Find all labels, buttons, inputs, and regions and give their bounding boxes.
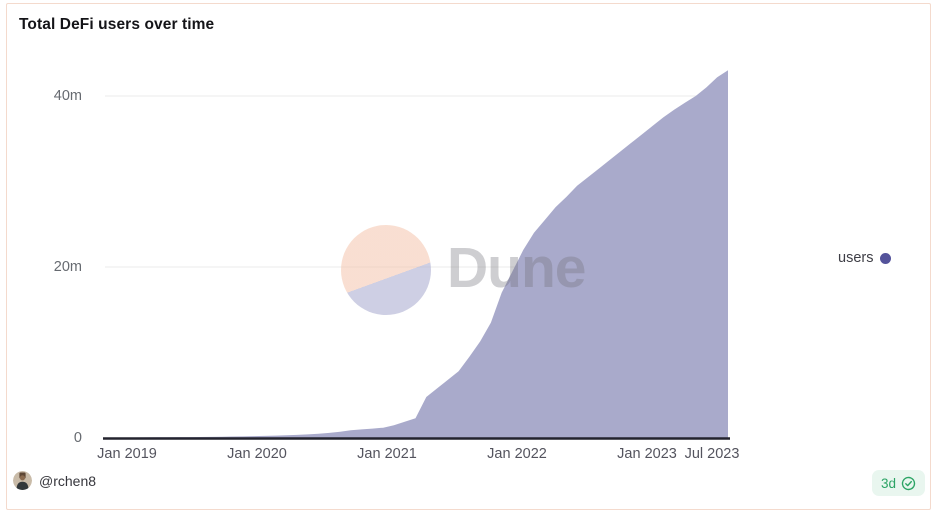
legend-item-users[interactable]: users (838, 250, 892, 266)
verified-check-icon (901, 476, 916, 490)
x-tick-jan-2021: Jan 2021 (357, 446, 417, 462)
x-tick-jul-2023: Jul 2023 (684, 446, 740, 462)
x-tick-jan-2023: Jan 2023 (617, 446, 677, 462)
x-tick-jan-2019: Jan 2019 (97, 446, 157, 462)
author-avatar[interactable] (13, 471, 32, 490)
chart-title: Total DeFi users over time (19, 16, 215, 33)
y-tick-40m: 40m (53, 88, 82, 104)
y-tick-20m: 20m (53, 259, 82, 275)
freshness-age: 3d (880, 475, 896, 491)
chart-footer: @rchen8 (13, 471, 96, 490)
legend-label: users (838, 250, 874, 266)
x-tick-jan-2022: Jan 2022 (487, 446, 547, 462)
freshness-badge[interactable]: 3d (871, 470, 925, 496)
y-tick-0: 0 (73, 430, 82, 446)
legend-dot-icon (880, 252, 892, 264)
x-tick-jan-2020: Jan 2020 (227, 446, 287, 462)
avatar-image-icon (13, 471, 32, 490)
users-area-series[interactable] (103, 70, 728, 439)
author-handle[interactable]: @rchen8 (39, 472, 97, 489)
